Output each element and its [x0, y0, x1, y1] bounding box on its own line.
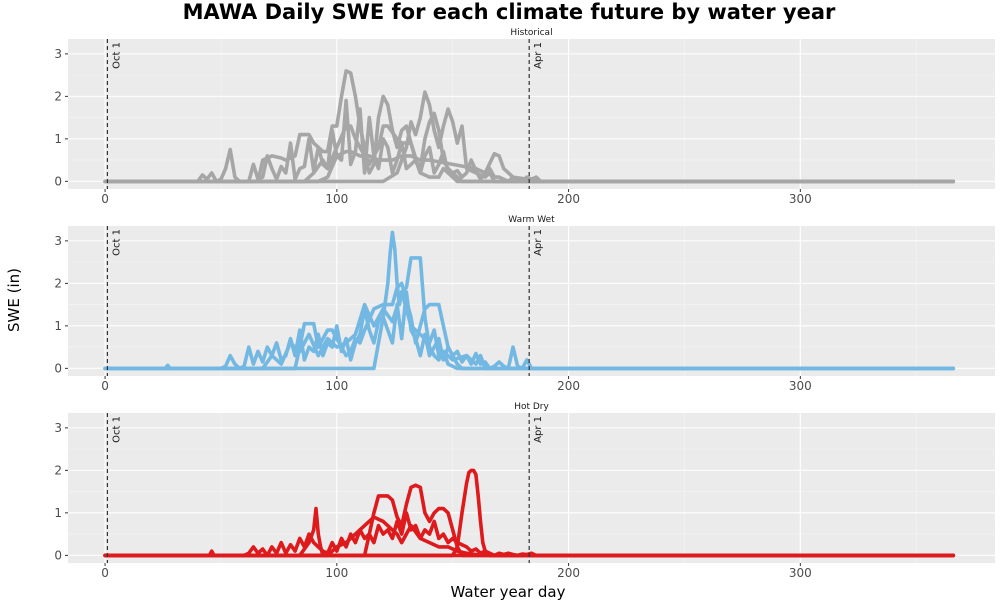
- panel-1: Warm Wet 0 100 200 300 0 1 2 3 Oct 1 Apr 1: [54, 215, 995, 393]
- series-line: [103, 290, 956, 371]
- panel-0: Historical 0 100 200 300 0 1 2 3 Oct 1 Apr 1: [54, 28, 995, 206]
- x-axis-title: Water year day: [451, 583, 566, 600]
- x-tick-label: 100: [325, 379, 348, 393]
- reference-line-label: Apr 1: [533, 229, 544, 256]
- series-line: [103, 483, 956, 558]
- y-tick-label: 3: [54, 47, 62, 61]
- x-tick-label: 200: [557, 566, 580, 580]
- panel-background: [68, 413, 995, 563]
- reference-line-label: Apr 1: [533, 42, 544, 69]
- y-tick-label: 1: [54, 506, 62, 520]
- series-line: [103, 515, 956, 558]
- y-tick-label: 1: [54, 319, 62, 333]
- series-line: [103, 290, 956, 371]
- series-line: [103, 90, 956, 184]
- y-tick-label: 2: [54, 89, 62, 103]
- x-tick-label: 0: [101, 192, 109, 206]
- x-tick-label: 300: [789, 379, 812, 393]
- x-tick-label: 0: [101, 566, 109, 580]
- panel-strip-label: Historical: [510, 28, 552, 38]
- y-tick-label: 3: [54, 234, 62, 248]
- y-tick-label: 2: [54, 276, 62, 290]
- reference-line-label: Oct 1: [111, 42, 122, 69]
- y-tick-label: 2: [54, 463, 62, 477]
- x-tick-label: 300: [789, 192, 812, 206]
- x-tick-label: 100: [325, 192, 348, 206]
- reference-line-label: Oct 1: [111, 229, 122, 256]
- panel-strip-label: Hot Dry: [514, 402, 549, 412]
- panel-background: [68, 226, 995, 376]
- x-tick-label: 100: [325, 566, 348, 580]
- x-tick-label: 300: [789, 566, 812, 580]
- x-tick-label: 200: [557, 379, 580, 393]
- panel-background: [68, 39, 995, 189]
- reference-line-label: Oct 1: [111, 416, 122, 443]
- y-tick-label: 0: [54, 361, 62, 375]
- x-tick-label: 200: [557, 192, 580, 206]
- y-tick-label: 1: [54, 132, 62, 146]
- reference-line-label: Apr 1: [533, 416, 544, 443]
- series-line: [103, 281, 956, 371]
- x-tick-label: 0: [101, 379, 109, 393]
- series-line: [103, 94, 956, 184]
- panel-2: Hot Dry 0 100 200 300 0 1 2 3 Oct 1 Apr 1: [54, 402, 995, 580]
- y-axis-title: SWE (in): [5, 268, 23, 332]
- panel-strip-label: Warm Wet: [508, 215, 555, 225]
- y-tick-label: 0: [54, 548, 62, 562]
- series-line: [103, 69, 956, 184]
- chart-title: MAWA Daily SWE for each climate future b…: [183, 0, 836, 24]
- series-line: [103, 468, 956, 558]
- y-tick-label: 3: [54, 421, 62, 435]
- series-line: [103, 149, 956, 184]
- y-tick-label: 0: [54, 174, 62, 188]
